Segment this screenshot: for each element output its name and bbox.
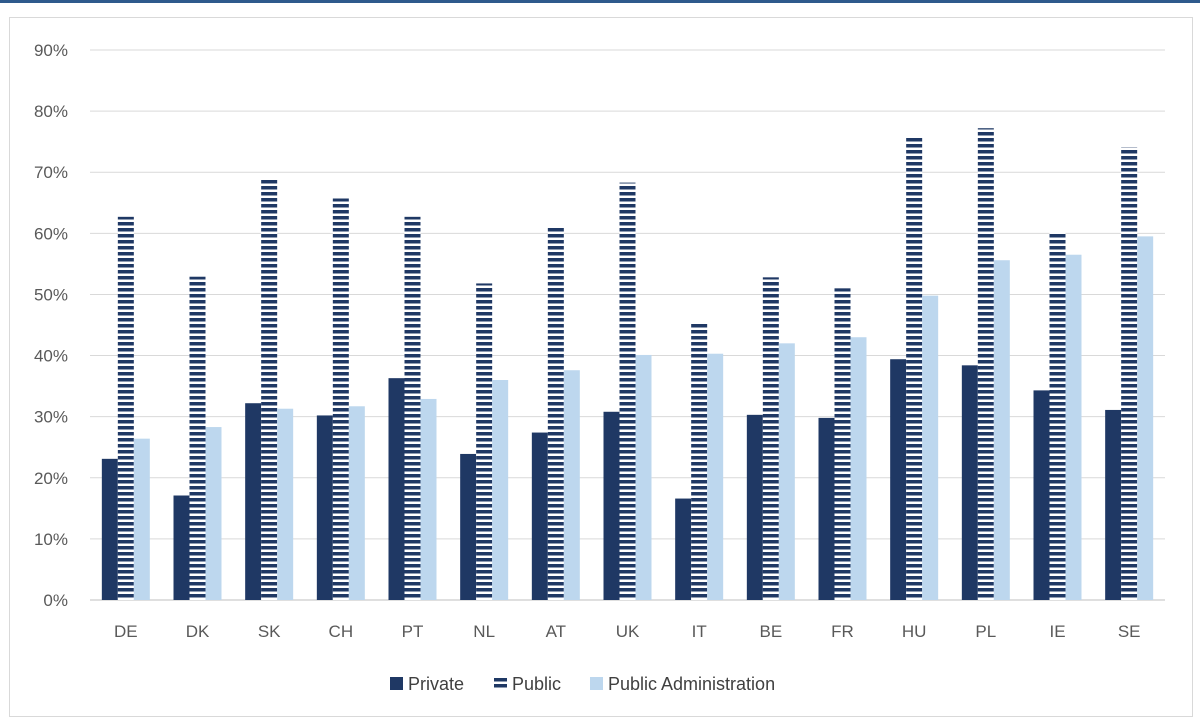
legend-label-private: Private [408,674,464,694]
bar-public-administration-uk [635,354,652,600]
bars [101,128,1154,601]
y-tick-label: 20% [34,469,68,488]
x-tick-label: CH [329,622,354,641]
x-tick-label: SK [258,622,281,641]
legend-label-public-administration: Public Administration [608,674,775,694]
x-tick-label: FR [831,622,854,641]
bar-public-administration-dk [205,427,222,600]
y-axis-labels: 0% 10% 20% 30% 40% 50% 60% 70% 80% 90% [34,41,68,610]
y-tick-label: 30% [34,408,68,427]
bar-public-pl [977,128,994,600]
y-tick-label: 80% [34,102,68,121]
bar-public-fr [834,288,851,600]
x-tick-label: BE [759,622,782,641]
bar-private-at [531,432,548,600]
bar-public-uk [619,182,636,600]
bar-public-administration-se [1137,236,1154,600]
bar-public-be [762,277,779,600]
x-tick-label: PL [975,622,996,641]
bar-public-administration-pl [993,260,1010,600]
bar-public-it [691,322,708,600]
bar-public-administration-be [778,343,795,600]
bar-private-fr [818,417,835,600]
bar-public-administration-ie [1065,254,1082,600]
bar-private-be [746,414,763,600]
bar-public-administration-pt [420,398,437,600]
legend-label-public: Public [512,674,561,694]
y-tick-label: 10% [34,530,68,549]
bar-private-it [675,498,692,600]
bar-private-ch [316,415,333,600]
legend-swatch-private [390,677,403,690]
x-tick-label: IT [692,622,707,641]
bar-public-administration-it [707,353,724,600]
bar-public-ch [332,198,349,600]
x-tick-label: UK [616,622,640,641]
x-tick-label: PT [402,622,424,641]
legend-swatch-public [494,677,507,690]
x-tick-label: DE [114,622,138,641]
bar-public-pt [404,216,421,601]
bar-public-administration-sk [277,408,294,600]
bar-private-hu [890,359,907,600]
x-tick-label: HU [902,622,927,641]
bar-public-at [547,226,564,600]
y-tick-label: 60% [34,224,68,243]
bar-public-administration-ch [348,406,365,600]
legend-swatch-public-administration [590,677,603,690]
bar-public-se [1121,147,1138,600]
x-tick-label: SE [1118,622,1141,641]
x-axis-labels: DE DK SK CH PT NL AT UK IT BE FR HU PL IE SE [114,622,1140,641]
y-tick-label: 0% [43,591,68,610]
bar-private-pt [388,378,405,600]
bar-public-administration-de [133,438,150,600]
bar-public-ie [1049,232,1066,600]
y-tick-label: 50% [34,285,68,304]
legend: Private Public Public Administration [390,674,775,694]
bar-public-dk [189,276,206,600]
bar-private-de [101,458,118,600]
x-tick-label: IE [1049,622,1065,641]
bar-public-administration-at [563,370,580,600]
bar-public-nl [476,283,493,600]
top-rule [0,0,1200,3]
bar-private-pl [961,365,978,600]
bar-public-administration-fr [850,337,867,600]
x-tick-label: AT [546,622,566,641]
bar-private-sk [245,403,262,600]
bar-private-uk [603,411,620,600]
bar-public-administration-hu [922,295,939,600]
bar-public-de [117,216,134,601]
x-tick-label: DK [186,622,210,641]
bar-public-hu [906,136,923,600]
bar-public-administration-nl [492,380,509,600]
bar-private-nl [460,453,477,600]
bar-public-sk [261,179,278,601]
bar-private-ie [1033,390,1050,600]
y-tick-label: 70% [34,163,68,182]
bar-private-se [1105,409,1122,600]
x-tick-label: NL [473,622,495,641]
y-tick-label: 40% [34,347,68,366]
y-tick-label: 90% [34,41,68,60]
bar-private-dk [173,495,190,600]
